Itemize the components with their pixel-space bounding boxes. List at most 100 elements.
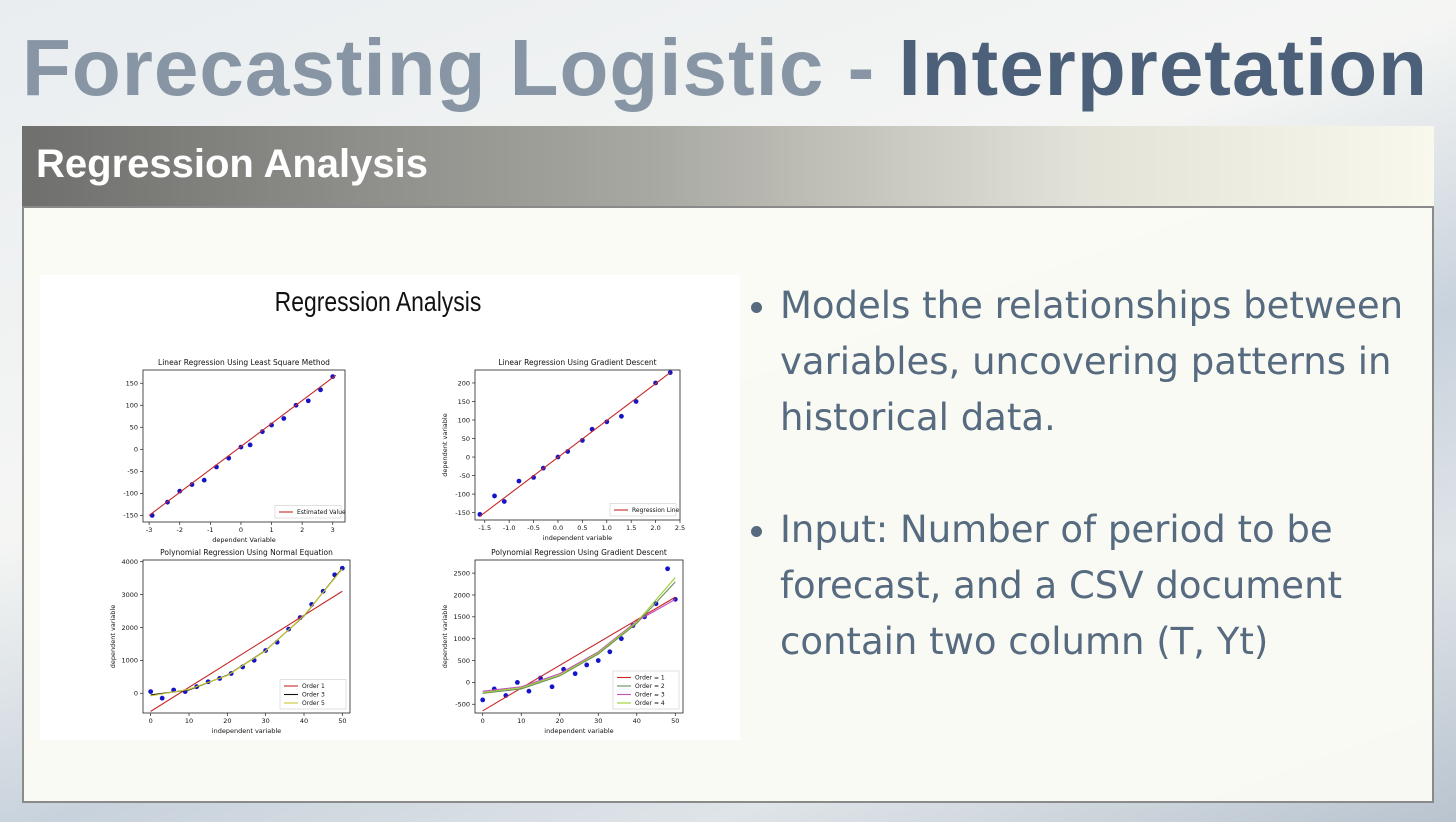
legend-label: Order 5 — [302, 700, 325, 707]
scatter-point — [595, 658, 601, 663]
x-axis-label: independent variable — [212, 727, 281, 735]
y-tick-label: -150 — [455, 509, 470, 517]
scatter-point — [259, 429, 265, 435]
plot-frame — [142, 369, 346, 523]
y-tick-label: 500 — [458, 657, 470, 665]
y-axis-label: dependent variable — [441, 605, 449, 668]
y-tick-label: 50 — [462, 435, 470, 443]
y-tick-label: 0 — [466, 679, 470, 687]
x-axis-label: dependent Variable — [212, 536, 276, 544]
scatter-point — [665, 566, 670, 572]
scatter-point — [549, 684, 555, 690]
bullet-list: Models the relationships between variabl… — [750, 278, 1456, 726]
fit-line — [482, 577, 676, 693]
plot-title: Linear Regression Using Least Square Met… — [158, 358, 330, 367]
y-tick-label: 200 — [458, 379, 470, 387]
y-tick-label: 4000 — [121, 558, 138, 566]
y-tick-label: -150 — [123, 512, 138, 520]
x-tick-label: 0 — [481, 717, 485, 725]
scatter-point — [189, 482, 195, 487]
x-tick-label: 3 — [331, 526, 335, 534]
scatter-point — [633, 399, 639, 404]
x-tick-label: 40 — [300, 717, 308, 725]
plot-title: Linear Regression Using Gradient Descent — [498, 358, 656, 367]
y-axis-label: dependent variable — [441, 413, 449, 476]
bullet: Models the relationships between variabl… — [780, 278, 1456, 446]
x-tick-label: 30 — [594, 717, 602, 725]
scatter-point — [171, 687, 177, 693]
x-tick-label: 40 — [633, 717, 641, 725]
scatter-point — [618, 636, 624, 642]
figure: Regression Analysis Linear Regression Us… — [40, 275, 740, 740]
x-tick-label: -0.5 — [527, 524, 540, 532]
figure-title: Regression Analysis — [275, 287, 482, 318]
y-tick-label: 50 — [130, 424, 138, 432]
x-tick-label: 0 — [239, 526, 243, 534]
x-tick-label: 10 — [185, 717, 193, 725]
y-tick-label: -100 — [123, 490, 138, 498]
y-tick-label: 0 — [134, 446, 138, 454]
legend-label: Order = 4 — [635, 700, 665, 707]
y-tick-label: 2500 — [453, 569, 470, 577]
scatter-point — [148, 689, 154, 695]
scatter-point — [653, 601, 659, 607]
legend-label: Order = 2 — [635, 683, 665, 690]
y-tick-label: 1000 — [453, 635, 470, 643]
y-tick-label: 1500 — [453, 613, 470, 621]
x-tick-label: 20 — [556, 717, 564, 725]
x-tick-label: 2.5 — [675, 524, 685, 532]
x-axis-label: independent variable — [543, 534, 612, 542]
legend-label: Order 1 — [302, 683, 325, 690]
section-title: Regression Analysis — [36, 142, 429, 186]
fit-line — [482, 598, 676, 692]
x-axis-label: independent variable — [544, 727, 613, 735]
scatter-point — [492, 493, 497, 499]
x-tick-label: 20 — [223, 717, 231, 725]
y-tick-label: 0 — [466, 453, 470, 461]
scatter-point — [201, 477, 207, 483]
x-tick-label: 1 — [269, 526, 273, 534]
legend-box — [274, 505, 342, 519]
y-tick-label: 1000 — [121, 657, 138, 665]
y-tick-label: 150 — [126, 380, 138, 388]
y-tick-label: 150 — [458, 398, 470, 406]
bullet: Input: Number of period to be forecast, … — [780, 502, 1456, 670]
x-tick-label: -1.0 — [503, 524, 516, 532]
y-axis-label: dependent variable — [109, 605, 117, 668]
scatter-point — [526, 688, 532, 694]
x-tick-label: 30 — [262, 717, 270, 725]
y-tick-label: 100 — [458, 416, 470, 424]
scatter-point — [584, 662, 590, 668]
scatter-point — [305, 398, 311, 404]
section-bar: Regression Analysis — [22, 126, 1434, 206]
scatter-point — [480, 697, 486, 703]
x-tick-label: 50 — [671, 717, 679, 725]
x-tick-label: 1.5 — [626, 524, 636, 532]
x-tick-label: 0 — [149, 717, 153, 725]
scatter-point — [514, 680, 520, 685]
fit-line — [150, 568, 343, 697]
x-tick-label: 2 — [300, 526, 304, 534]
scatter-point — [572, 671, 578, 677]
legend-label: Order = 1 — [635, 675, 665, 682]
y-tick-label: -100 — [455, 490, 470, 498]
plot-title: Polynomial Regression Using Normal Equat… — [160, 548, 333, 557]
x-tick-label: 50 — [338, 717, 346, 725]
scatter-point — [501, 499, 507, 504]
legend-label: Estimated Value — [297, 509, 346, 516]
slide-title: Forecasting Logistic - Interpretation — [22, 22, 1428, 114]
x-tick-label: 2.0 — [650, 524, 660, 532]
x-tick-label: -1 — [207, 526, 213, 534]
x-tick-label: -2 — [176, 526, 182, 534]
scatter-point — [604, 419, 610, 425]
y-tick-label: -50 — [127, 468, 138, 476]
x-tick-label: 1.0 — [602, 524, 612, 532]
y-tick-label: -50 — [459, 472, 470, 480]
fit-line — [482, 581, 676, 694]
legend-box — [609, 503, 677, 517]
y-tick-label: -500 — [455, 701, 470, 709]
scatter-point — [281, 416, 287, 421]
plot-title: Polynomial Regression Using Gradient Des… — [491, 548, 667, 557]
y-tick-label: 3000 — [121, 591, 138, 599]
